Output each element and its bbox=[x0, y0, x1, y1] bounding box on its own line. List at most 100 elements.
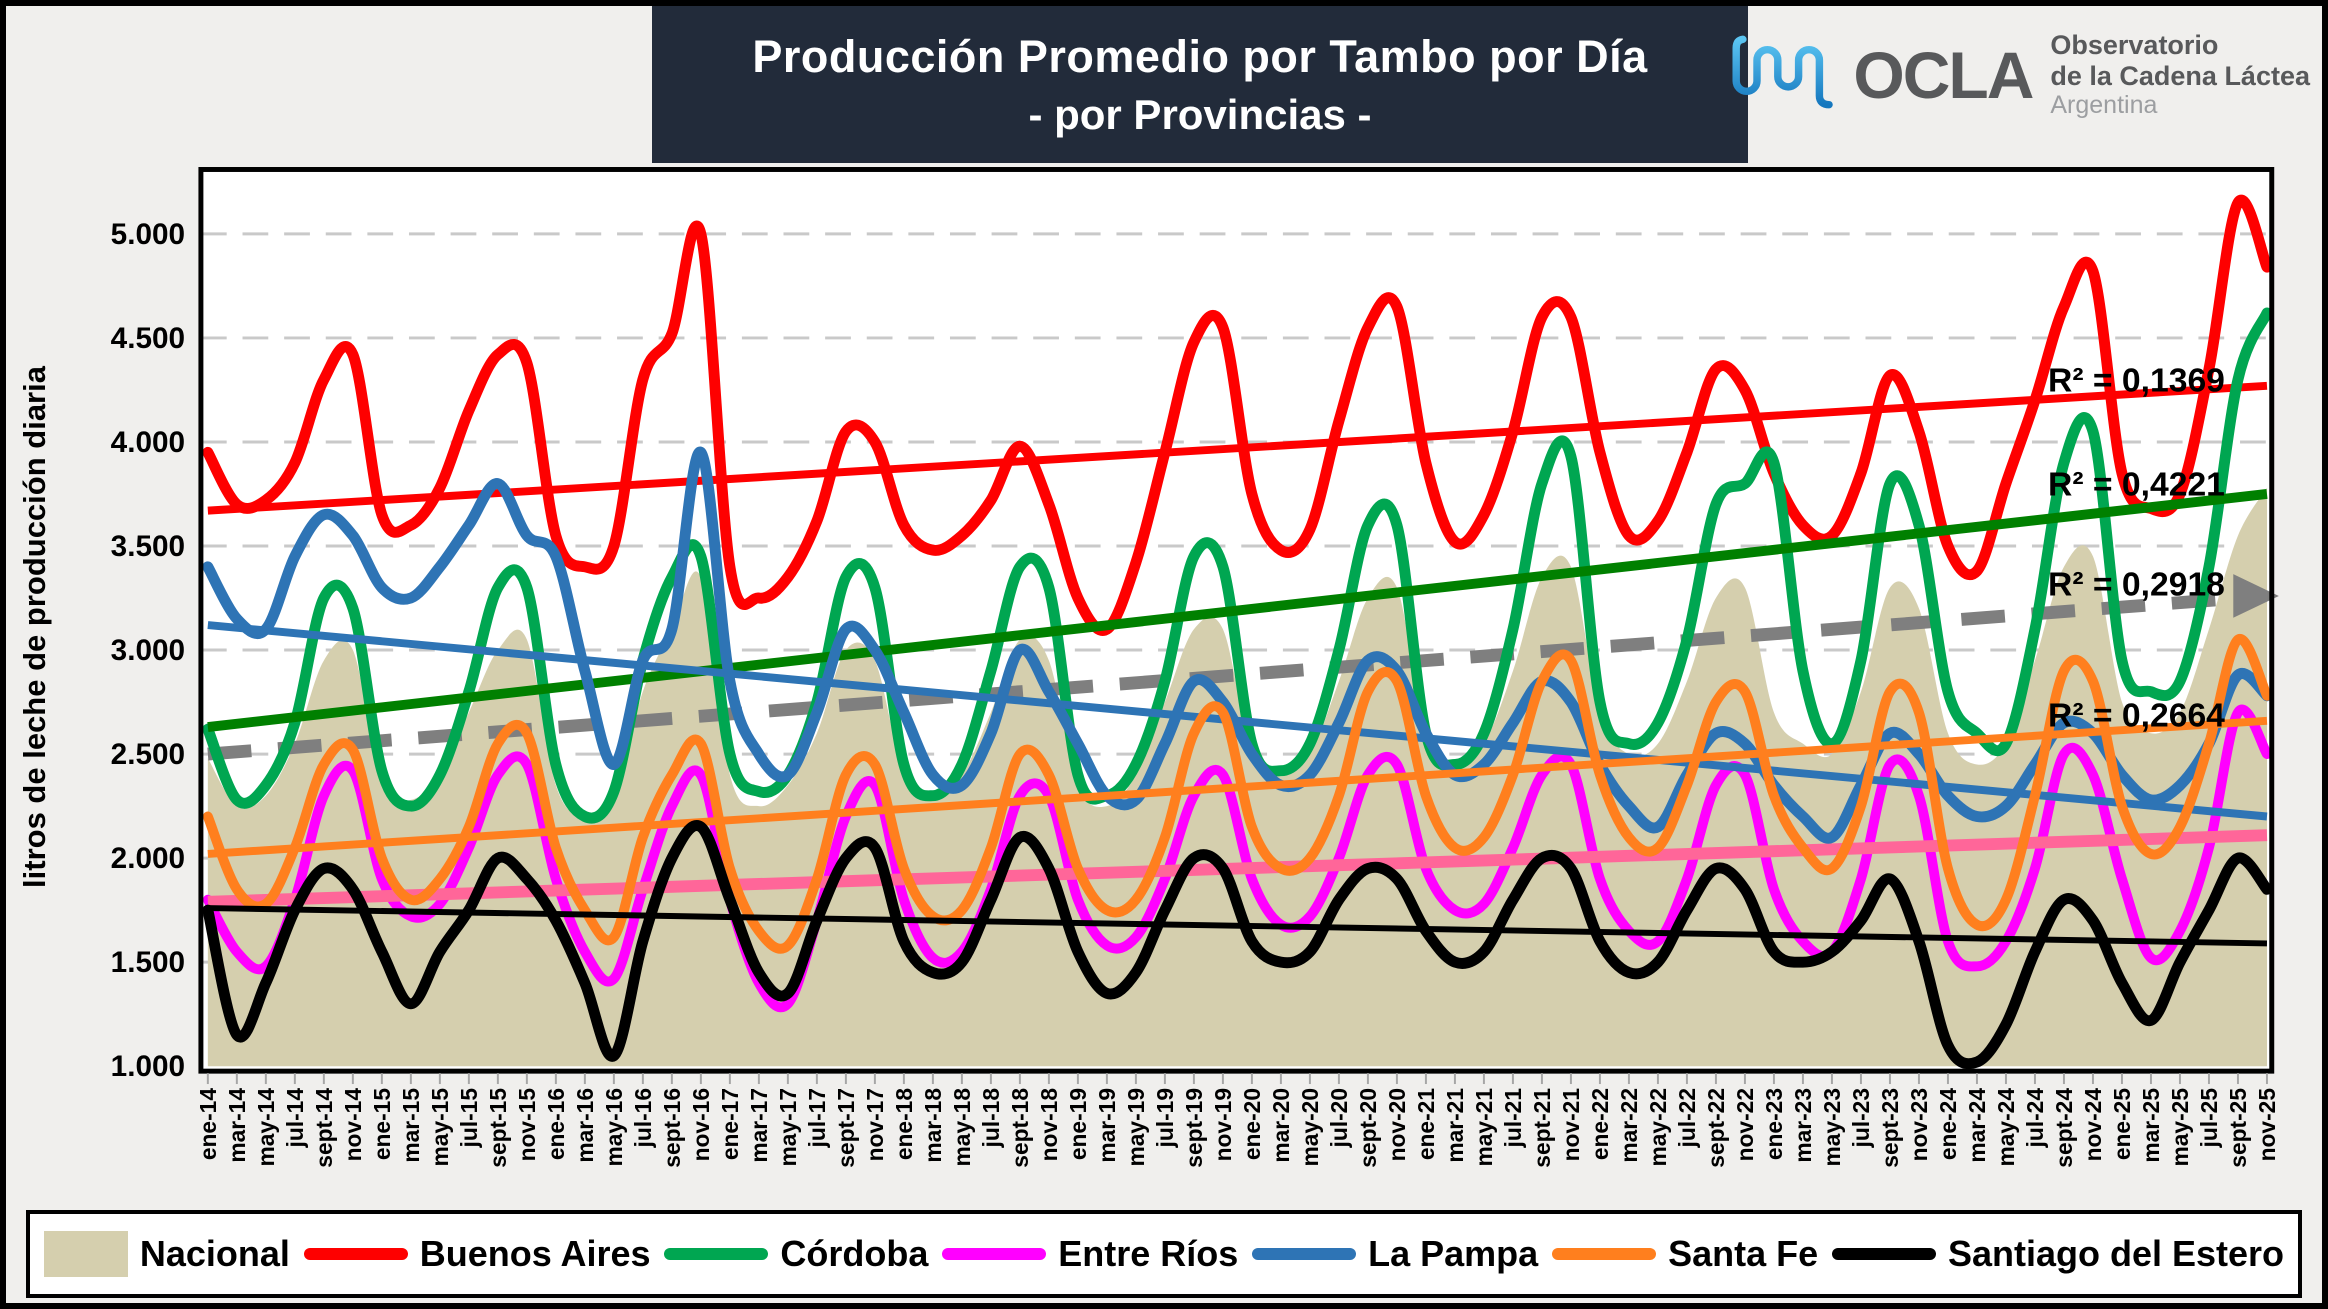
legend-item-la-pampa: La Pampa bbox=[1252, 1233, 1538, 1275]
svg-text:may-25: may-25 bbox=[2167, 1088, 2193, 1167]
svg-text:jul-14: jul-14 bbox=[282, 1088, 308, 1149]
svg-text:1.500: 1.500 bbox=[111, 946, 185, 979]
svg-text:nov-25: nov-25 bbox=[2254, 1088, 2280, 1162]
svg-text:ene-24: ene-24 bbox=[1935, 1088, 1961, 1160]
trendline-arrow-nacional bbox=[2233, 574, 2279, 618]
svg-text:may-17: may-17 bbox=[775, 1088, 801, 1166]
chart-legend: Nacional Buenos Aires Córdoba Entre Ríos La … bbox=[26, 1210, 2302, 1298]
svg-text:mar-22: mar-22 bbox=[1616, 1088, 1642, 1163]
svg-text:2.500: 2.500 bbox=[111, 738, 185, 771]
legend-label-santa-fe: Santa Fe bbox=[1668, 1233, 1819, 1274]
svg-text:may-20: may-20 bbox=[1297, 1088, 1323, 1166]
svg-text:ene-20: ene-20 bbox=[1239, 1088, 1265, 1160]
series-line-santiago-del-estero bbox=[202, 820, 2273, 1070]
svg-text:5.000: 5.000 bbox=[111, 218, 185, 251]
series-group bbox=[202, 194, 2279, 1070]
svg-text:mar-23: mar-23 bbox=[1790, 1088, 1816, 1163]
svg-text:2.000: 2.000 bbox=[111, 842, 185, 875]
series-line-cordoba bbox=[202, 307, 2273, 824]
legend-label-buenos-aires: Buenos Aires bbox=[419, 1233, 651, 1274]
svg-text:jul-20: jul-20 bbox=[1326, 1088, 1352, 1148]
series-line-la-pampa bbox=[202, 446, 2273, 844]
r2-label-cordoba: R² = 0,4221 bbox=[2048, 466, 2225, 503]
svg-text:ene-19: ene-19 bbox=[1065, 1088, 1091, 1160]
legend-swatch-buenos-aires bbox=[303, 1248, 408, 1260]
ocla-acronym: OCLA bbox=[1853, 37, 2034, 112]
legend-label-santiago-del-estero: Santiago del Estero bbox=[1947, 1233, 2285, 1274]
svg-text:nov-22: nov-22 bbox=[1732, 1088, 1758, 1161]
svg-text:jul-25: jul-25 bbox=[2196, 1088, 2222, 1149]
series-line-santa-fe bbox=[202, 634, 2272, 954]
svg-text:sept-24: sept-24 bbox=[2051, 1088, 2077, 1168]
svg-text:jul-23: jul-23 bbox=[1848, 1088, 1874, 1148]
svg-text:nov-20: nov-20 bbox=[1384, 1088, 1410, 1161]
svg-text:ene-21: ene-21 bbox=[1413, 1088, 1439, 1160]
svg-text:may-23: may-23 bbox=[1819, 1088, 1845, 1166]
trendline-santiago-del-estero bbox=[207, 905, 2268, 947]
svg-text:may-18: may-18 bbox=[949, 1088, 975, 1166]
svg-text:ene-23: ene-23 bbox=[1761, 1088, 1787, 1160]
svg-text:sept-14: sept-14 bbox=[311, 1088, 337, 1168]
legend-item-buenos-aires: Buenos Aires bbox=[303, 1233, 651, 1275]
svg-text:mar-25: mar-25 bbox=[2138, 1088, 2164, 1163]
svg-text:jul-18: jul-18 bbox=[978, 1088, 1004, 1148]
trendline-cordoba bbox=[207, 489, 2268, 732]
r2-label-buenos-aires: R² = 0,1369 bbox=[2048, 362, 2225, 399]
svg-text:mar-17: mar-17 bbox=[746, 1088, 772, 1163]
chart-canvas: ene-14 mar-14 may-14 jul-14 sept-14 nov-14 ene… bbox=[111, 167, 2280, 1168]
svg-text:sept-19: sept-19 bbox=[1181, 1088, 1207, 1168]
legend-swatch-santa-fe bbox=[1552, 1248, 1657, 1260]
svg-text:jul-22: jul-22 bbox=[1674, 1088, 1700, 1148]
trendline-nacional bbox=[207, 591, 2240, 761]
legend-item-cordoba: Córdoba bbox=[664, 1233, 928, 1275]
svg-text:may-22: may-22 bbox=[1645, 1088, 1671, 1166]
legend-item-nacional: Nacional bbox=[43, 1231, 290, 1277]
ocla-text-line3: Argentina bbox=[2050, 90, 2158, 119]
svg-text:mar-21: mar-21 bbox=[1442, 1088, 1468, 1163]
svg-text:nov-21: nov-21 bbox=[1558, 1088, 1584, 1162]
svg-text:jul-15: jul-15 bbox=[456, 1088, 482, 1149]
svg-text:ene-25: ene-25 bbox=[2109, 1088, 2135, 1160]
trendline-la-pampa bbox=[207, 621, 2268, 821]
legend-item-santa-fe: Santa Fe bbox=[1552, 1233, 1818, 1275]
svg-text:jul-24: jul-24 bbox=[2022, 1088, 2048, 1149]
svg-text:sept-18: sept-18 bbox=[1007, 1088, 1033, 1168]
svg-text:ene-17: ene-17 bbox=[717, 1088, 743, 1160]
y-axis-labels: 1.000 1.500 2.000 2.500 3.000 3.500 4.000 4.500… bbox=[111, 218, 185, 1083]
svg-text:nov-16: nov-16 bbox=[688, 1088, 714, 1161]
svg-text:may-19: may-19 bbox=[1123, 1088, 1149, 1166]
svg-text:mar-20: mar-20 bbox=[1268, 1088, 1294, 1163]
legend-swatch-nacional bbox=[43, 1231, 128, 1277]
svg-text:jul-19: jul-19 bbox=[1152, 1088, 1178, 1148]
svg-text:nov-18: nov-18 bbox=[1036, 1088, 1062, 1161]
svg-text:mar-15: mar-15 bbox=[398, 1088, 424, 1163]
svg-text:ene-16: ene-16 bbox=[543, 1088, 569, 1160]
svg-text:sept-25: sept-25 bbox=[2225, 1088, 2251, 1168]
page-subtitle: - por Provincias - bbox=[1028, 90, 1372, 138]
ocla-text-line2: de la Cadena Láctea bbox=[2050, 60, 2310, 91]
legend-item-entre-rios: Entre Ríos bbox=[942, 1233, 1238, 1275]
svg-text:mar-19: mar-19 bbox=[1094, 1088, 1120, 1163]
legend-swatch-cordoba bbox=[664, 1248, 769, 1260]
svg-text:mar-14: mar-14 bbox=[224, 1088, 250, 1163]
svg-text:4.000: 4.000 bbox=[111, 426, 185, 459]
svg-text:mar-16: mar-16 bbox=[572, 1088, 598, 1163]
r2-label-nacional: R² = 0,2918 bbox=[2048, 566, 2225, 603]
svg-text:sept-20: sept-20 bbox=[1355, 1088, 1381, 1168]
svg-text:mar-18: mar-18 bbox=[920, 1088, 946, 1163]
svg-text:sept-23: sept-23 bbox=[1877, 1088, 1903, 1168]
svg-text:nov-19: nov-19 bbox=[1210, 1088, 1236, 1161]
svg-text:nov-24: nov-24 bbox=[2080, 1088, 2106, 1162]
legend-label-cordoba: Córdoba bbox=[780, 1233, 929, 1274]
y-axis-title: litros de leche de producción diaria bbox=[17, 366, 52, 888]
svg-text:3.000: 3.000 bbox=[111, 634, 185, 667]
trendline-entre-rios bbox=[207, 829, 2268, 908]
svg-text:3.500: 3.500 bbox=[111, 530, 185, 563]
svg-text:jul-17: jul-17 bbox=[804, 1088, 830, 1148]
legend-swatch-santiago-del-estero bbox=[1831, 1248, 1936, 1260]
ocla-wave-icon bbox=[1731, 30, 1835, 119]
trendline-santa-fe bbox=[207, 716, 2268, 858]
plot-frame bbox=[198, 167, 2275, 1074]
svg-text:ene-18: ene-18 bbox=[891, 1088, 917, 1160]
